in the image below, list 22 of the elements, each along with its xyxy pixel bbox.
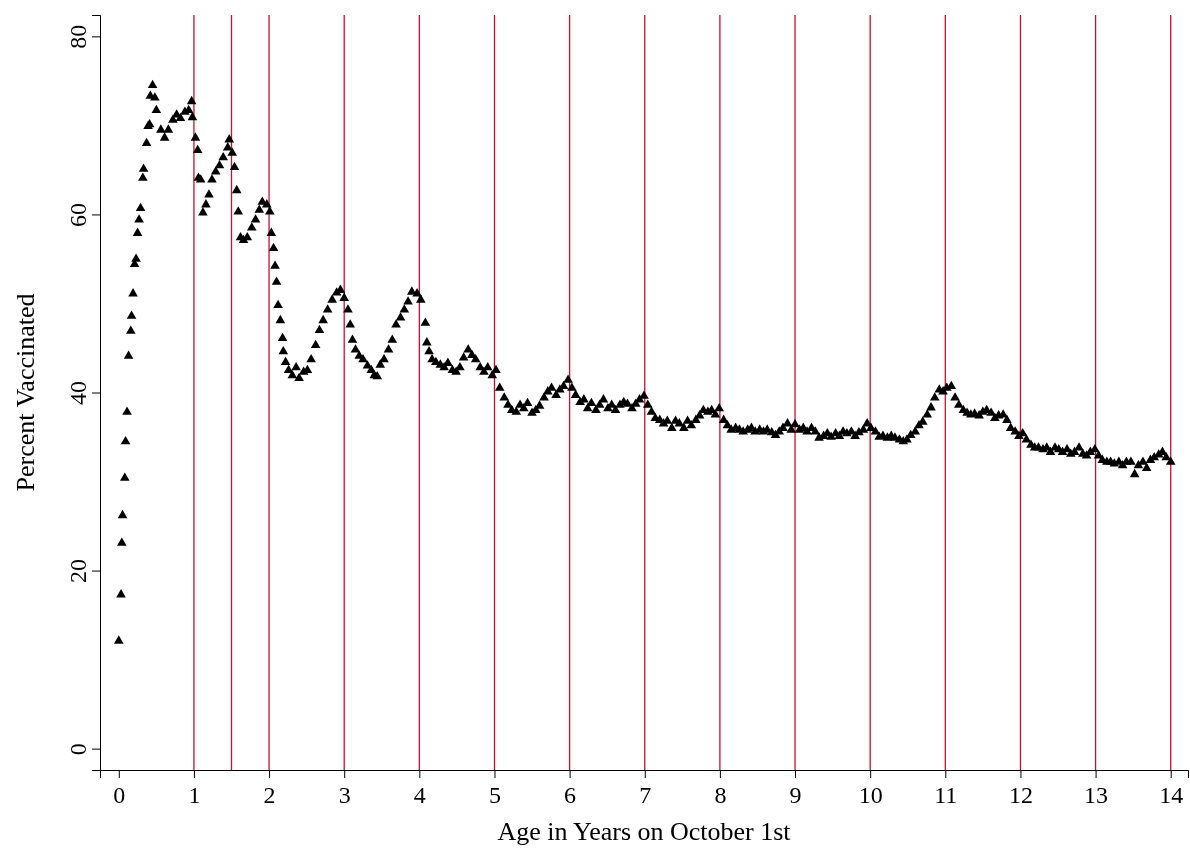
y-tick-label: 20 — [65, 559, 91, 584]
x-tick-label: 2 — [263, 781, 276, 808]
x-tick-label: 10 — [858, 781, 883, 808]
x-tick-label: 0 — [113, 781, 126, 808]
x-tick-label: 5 — [488, 781, 501, 808]
x-tick-label: 7 — [639, 781, 652, 808]
x-tick-label: 13 — [1084, 781, 1109, 808]
x-tick-label: 4 — [413, 781, 426, 808]
x-tick-label: 12 — [1008, 781, 1033, 808]
x-tick-label: 8 — [714, 781, 727, 808]
x-tick-label: 11 — [934, 781, 958, 808]
x-tick-label: 9 — [789, 781, 802, 808]
y-tick-label: 40 — [65, 381, 91, 405]
x-tick-label: 1 — [188, 781, 201, 808]
x-tick-label: 14 — [1159, 781, 1184, 808]
x-tick-label: 3 — [338, 781, 351, 808]
x-tick-label: 6 — [564, 781, 577, 808]
x-axis-title: Age in Years on October 1st — [497, 817, 792, 846]
y-tick-label: 0 — [65, 743, 91, 756]
y-tick-label: 80 — [65, 24, 91, 49]
y-tick-label: 60 — [65, 202, 91, 227]
y-axis-title: Percent Vaccinated — [11, 293, 40, 492]
